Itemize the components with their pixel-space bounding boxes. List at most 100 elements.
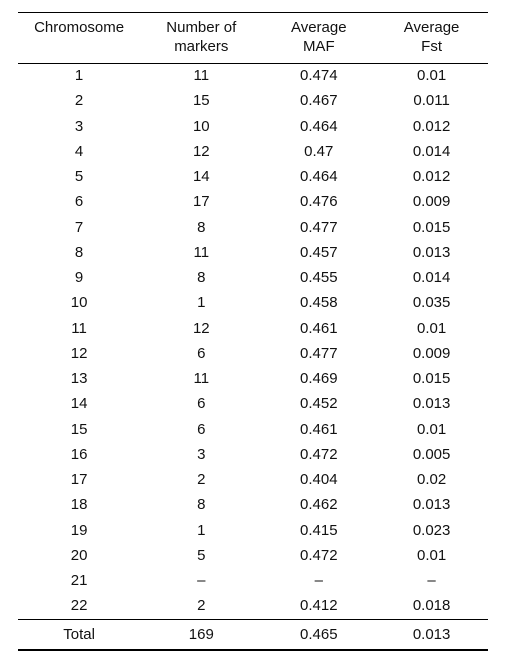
cell-chrom: 6 [18,190,140,215]
cell-fst: 0.01 [375,316,488,341]
cell-chrom: 4 [18,139,140,164]
col-header-line2: MAF [303,38,335,55]
cell-maf: 0.461 [262,417,375,442]
cell-chrom: 7 [18,215,140,240]
table-row: 21––– [18,569,488,594]
cell-n: 12 [140,139,262,164]
cell-fst: 0.013 [375,493,488,518]
cell-n: 6 [140,392,262,417]
table-row: 11120.4610.01 [18,316,488,341]
cell-maf: – [262,569,375,594]
cell-fst: 0.014 [375,266,488,291]
cell-chrom: 21 [18,569,140,594]
cell-n: 11 [140,240,262,265]
table-row: 1260.4770.009 [18,341,488,366]
cell-fst: 0.01 [375,63,488,89]
cell-fst: 0.009 [375,190,488,215]
col-header-line2: Fst [421,38,442,55]
cell-n: 14 [140,165,262,190]
cell-chrom: 8 [18,240,140,265]
cell-n: 5 [140,543,262,568]
cell-maf: 0.452 [262,392,375,417]
cell-maf: 0.477 [262,341,375,366]
cell-n: 11 [140,367,262,392]
cell-fst: 0.012 [375,165,488,190]
cell-maf: 0.461 [262,316,375,341]
table-row: 980.4550.014 [18,266,488,291]
cell-chrom: 18 [18,493,140,518]
cell-n: 6 [140,341,262,366]
cell-maf: 0.476 [262,190,375,215]
cell-n: 3 [140,442,262,467]
cell-n: 8 [140,266,262,291]
cell-chrom: 1 [18,63,140,89]
cell-fst: 0.005 [375,442,488,467]
cell-fst: 0.01 [375,417,488,442]
footer-n: 169 [140,620,262,651]
cell-maf: 0.47 [262,139,375,164]
cell-maf: 0.457 [262,240,375,265]
cell-fst: 0.015 [375,367,488,392]
col-header-maf: Average MAF [262,13,375,64]
marker-stats-table: Chromosome Number of markers Average MAF… [18,12,488,651]
col-header-markers: Number of markers [140,13,262,64]
table-row: 1720.4040.02 [18,468,488,493]
table-row: 3100.4640.012 [18,114,488,139]
cell-n: – [140,569,262,594]
cell-maf: 0.458 [262,291,375,316]
cell-n: 10 [140,114,262,139]
table-footer: Total 169 0.465 0.013 [18,620,488,651]
cell-chrom: 17 [18,468,140,493]
cell-n: 1 [140,518,262,543]
cell-maf: 0.464 [262,114,375,139]
cell-fst: 0.012 [375,114,488,139]
cell-chrom: 15 [18,417,140,442]
cell-n: 6 [140,417,262,442]
cell-chrom: 14 [18,392,140,417]
cell-maf: 0.464 [262,165,375,190]
cell-fst: 0.02 [375,468,488,493]
cell-chrom: 2 [18,89,140,114]
cell-chrom: 22 [18,594,140,620]
cell-chrom: 11 [18,316,140,341]
cell-chrom: 10 [18,291,140,316]
col-header-line1: Average [404,19,460,36]
table-row: 1630.4720.005 [18,442,488,467]
table-row: 2220.4120.018 [18,594,488,620]
cell-fst: 0.014 [375,139,488,164]
cell-n: 11 [140,63,262,89]
footer-row: Total 169 0.465 0.013 [18,620,488,651]
cell-chrom: 19 [18,518,140,543]
cell-fst: 0.018 [375,594,488,620]
header-row: Chromosome Number of markers Average MAF… [18,13,488,64]
cell-fst: – [375,569,488,594]
cell-n: 8 [140,215,262,240]
cell-maf: 0.455 [262,266,375,291]
table-row: 4120.470.014 [18,139,488,164]
col-header-line1: Number of [166,19,236,36]
cell-maf: 0.467 [262,89,375,114]
cell-chrom: 13 [18,367,140,392]
cell-fst: 0.035 [375,291,488,316]
cell-maf: 0.477 [262,215,375,240]
table-row: 2050.4720.01 [18,543,488,568]
table-row: 1880.4620.013 [18,493,488,518]
cell-fst: 0.023 [375,518,488,543]
cell-n: 1 [140,291,262,316]
cell-chrom: 9 [18,266,140,291]
cell-maf: 0.469 [262,367,375,392]
col-header-line1: Average [291,19,347,36]
table-row: 2150.4670.011 [18,89,488,114]
cell-maf: 0.472 [262,543,375,568]
cell-fst: 0.013 [375,392,488,417]
col-header-line2: markers [174,38,228,55]
footer-fst: 0.013 [375,620,488,651]
page: Chromosome Number of markers Average MAF… [0,0,506,608]
cell-fst: 0.01 [375,543,488,568]
table-header: Chromosome Number of markers Average MAF… [18,13,488,64]
cell-n: 8 [140,493,262,518]
cell-n: 2 [140,594,262,620]
cell-n: 12 [140,316,262,341]
table-row: 6170.4760.009 [18,190,488,215]
cell-chrom: 12 [18,341,140,366]
